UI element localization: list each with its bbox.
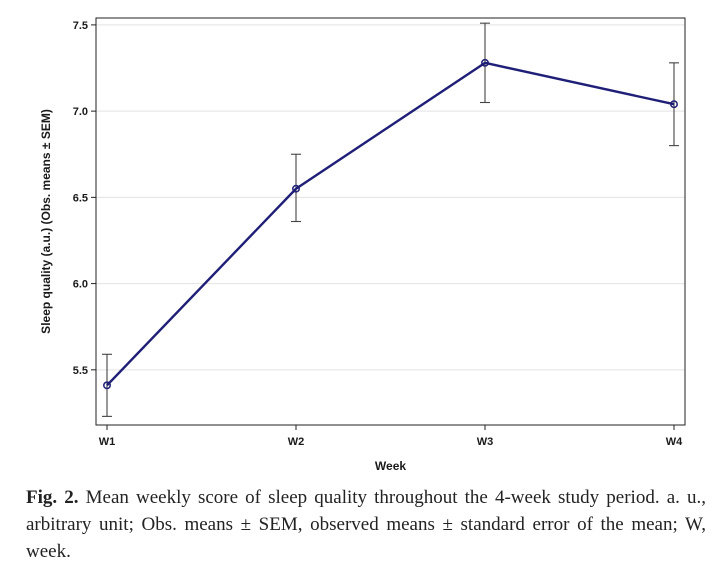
error-bars [102,22,679,417]
y-tick-label-1: 6.0 [73,279,88,291]
data-point-w4 [670,100,678,109]
x-tick-label-0: W1 [99,436,116,448]
y-axis-title: Sleep quality (a.u.) (Obs. means ± SEM) [39,109,53,334]
data-points [103,58,678,390]
y-tick-label-3: 7.0 [73,106,88,118]
data-point-w3 [481,58,489,67]
y-tick-label-0: 5.5 [73,365,88,377]
gridlines [96,24,685,371]
y-tick-label-2: 6.5 [73,192,88,204]
y-tick-label-4: 7.5 [73,20,88,32]
x-axis-title: Week [375,459,406,473]
axes: 5.5 6.0 6.5 7.0 7.5 W1 W2 W3 W4 [73,20,683,448]
x-tick-label-2: W3 [477,436,494,448]
x-tick-label-3: W4 [666,436,683,448]
data-point-w1 [103,381,111,390]
data-point-w2 [292,184,300,193]
series-line-layer [106,61,675,387]
x-tick-label-1: W2 [288,436,305,448]
figure-caption: Fig. 2. Mean weekly score of sleep quali… [26,484,706,565]
sleep-quality-chart: 5.5 6.0 6.5 7.0 7.5 W1 W2 W3 W4 Week Sleep quali… [39,17,686,473]
caption-label: Fig. 2. [26,487,79,508]
series-line [106,61,675,387]
caption-text: Mean weekly score of sleep quality throu… [26,487,706,562]
plot-frame [95,17,686,426]
